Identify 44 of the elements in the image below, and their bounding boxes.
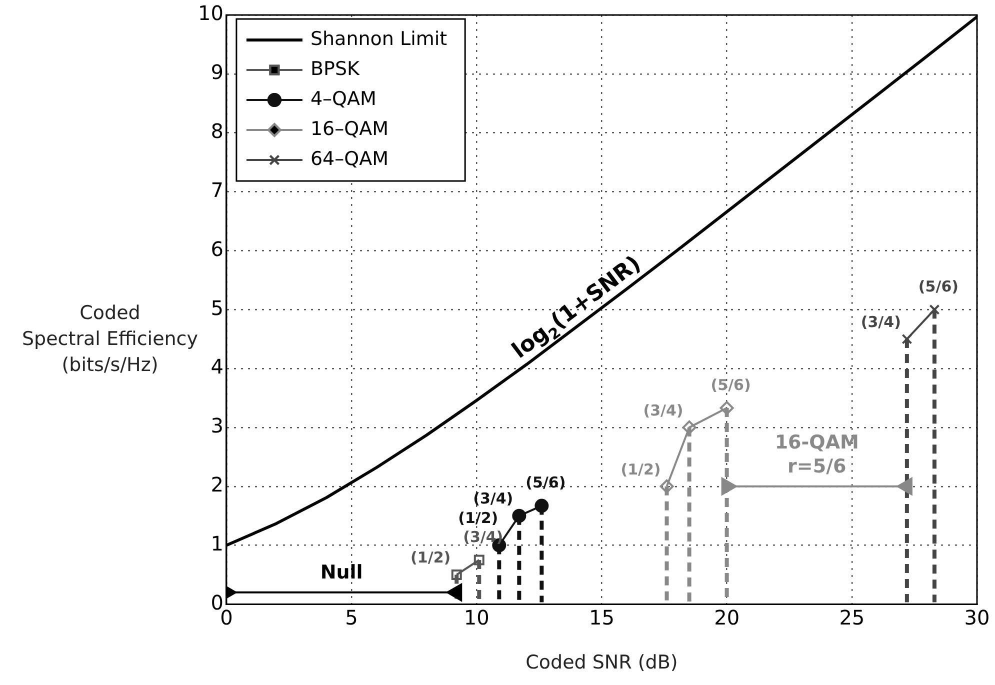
point <box>929 304 940 315</box>
data-label: (1/2) <box>620 460 661 478</box>
annotation: Null <box>320 561 363 584</box>
y-tick-label: 8 <box>210 119 224 144</box>
annotation: 16-QAM r=5/6 <box>774 431 859 478</box>
x-tick-label: 5 <box>345 605 358 630</box>
point <box>474 554 484 566</box>
legend-label: 64–QAM <box>310 148 388 170</box>
x-tick-label: 10 <box>464 605 490 630</box>
point <box>682 420 696 434</box>
y-tick-label: 7 <box>210 178 224 202</box>
point <box>902 334 912 344</box>
y-tick-label: 9 <box>210 60 224 84</box>
x-axis-title: Coded SNR (dB) <box>526 652 678 674</box>
legend-label: BPSK <box>310 58 360 80</box>
y-tick-label: 1 <box>210 531 224 556</box>
y-tick-label: 4 <box>210 354 224 379</box>
data-label: (5/6) <box>710 376 751 394</box>
data-label: (3/4) <box>473 490 514 508</box>
x-tick-label: 30 <box>964 605 990 630</box>
y-tick-label: 5 <box>210 296 224 320</box>
data-label: (1/2) <box>458 509 498 528</box>
point <box>660 479 674 494</box>
legend-label: 16–QAM <box>310 118 388 140</box>
data-label: (5/6) <box>526 474 566 492</box>
x-tick-label: 15 <box>589 605 614 630</box>
point <box>534 498 549 513</box>
data-label: (3/4) <box>463 528 504 546</box>
data-label: (3/4) <box>860 312 901 331</box>
x-tick-label: 20 <box>714 605 740 630</box>
data-label: (5/6) <box>918 277 959 296</box>
y-tick-label: 3 <box>210 414 224 438</box>
x-tick-label: 25 <box>839 605 865 630</box>
data-label: (1/2) <box>410 548 451 567</box>
legend-label: 4–QAM <box>310 88 376 110</box>
point <box>512 508 526 523</box>
y-axis-title: Coded Spectral Efficiency (bits/s/Hz) <box>20 301 199 378</box>
point <box>451 569 462 580</box>
point <box>720 400 734 415</box>
y-tick-label: 2 <box>210 472 224 497</box>
y-tick-label: 6 <box>210 236 224 261</box>
legend-label: Shannon Limit <box>310 28 448 50</box>
data-label: (3/4) <box>643 401 684 420</box>
y-tick-label: 10 <box>198 1 224 26</box>
